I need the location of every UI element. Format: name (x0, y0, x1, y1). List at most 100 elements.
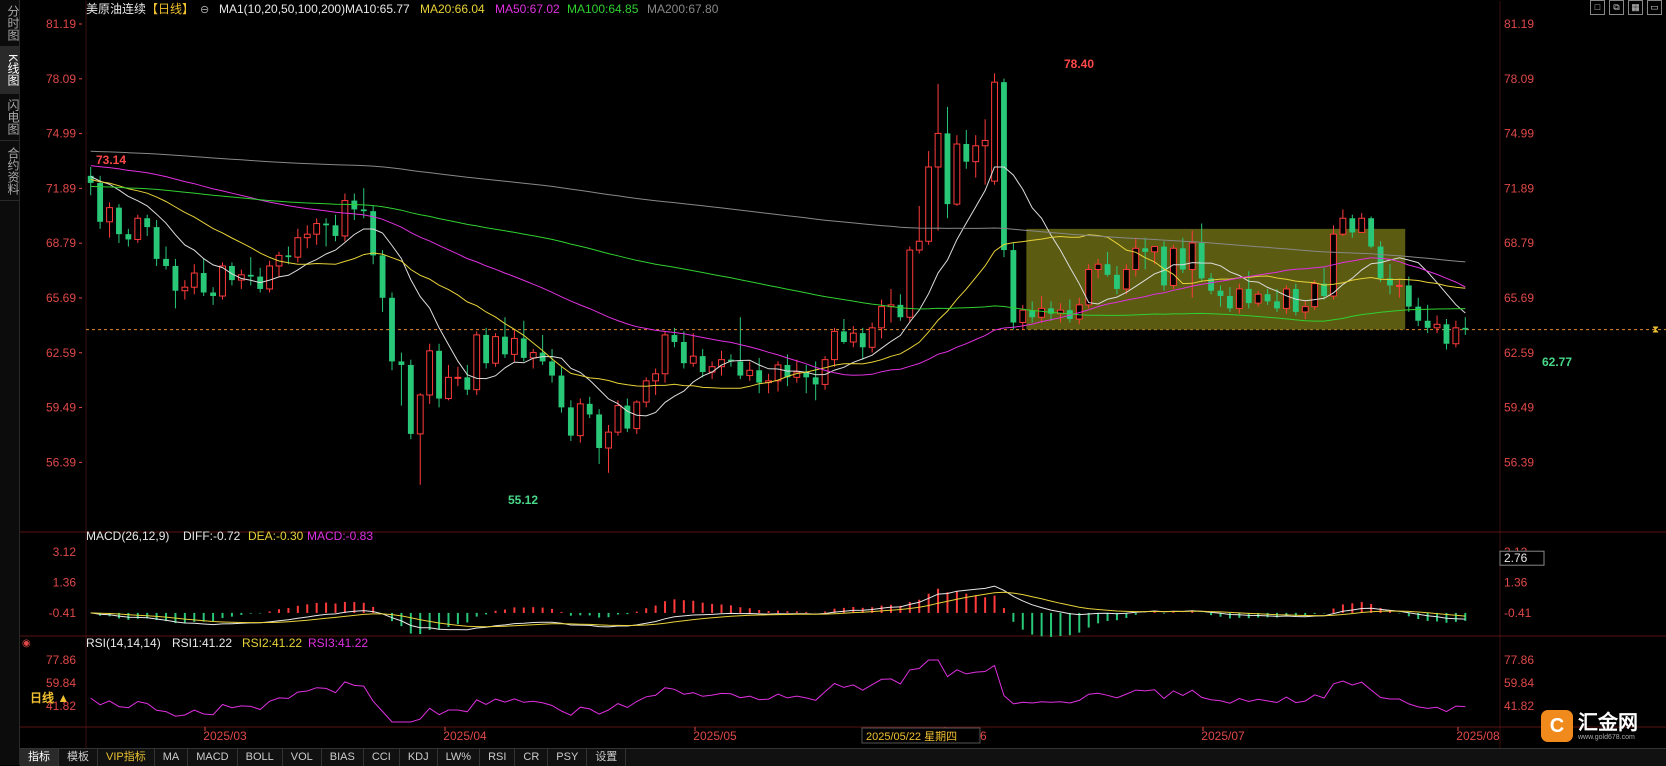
macd-axis-label-left: -0.41 (49, 606, 77, 620)
bottom-tab-12[interactable]: CR (515, 749, 549, 766)
bottom-tab-6[interactable]: VOL (283, 749, 322, 766)
bottom-tab-7[interactable]: BIAS (322, 749, 364, 766)
rsi-settings-icon[interactable]: ◉ (22, 638, 31, 649)
candle-body (1235, 288, 1243, 309)
side-tab-3[interactable]: 合约资料 (0, 141, 20, 201)
candle-body (294, 237, 302, 258)
candle-body (190, 272, 198, 288)
symbol-title: 美原油连续 (86, 1, 146, 16)
candle-body (680, 341, 687, 364)
price-axis-label-right: 71.89 (1504, 181, 1534, 195)
candle-body (728, 359, 734, 362)
candle-body (323, 223, 330, 226)
candle-body (1433, 323, 1441, 329)
candle-body (144, 218, 151, 228)
candle-body (436, 350, 442, 399)
candle-body (1415, 306, 1422, 321)
price-axis-label-left: 81.19 (46, 17, 76, 31)
candle-body (1254, 293, 1262, 304)
candle-body (1122, 269, 1130, 290)
candle-body (671, 334, 678, 342)
bottom-tab-0[interactable]: 指标 (20, 749, 59, 766)
axes: 81.19 81.19 78.09 78.09 74.99 74.99 71.89 71.89… (46, 17, 1659, 743)
lock-icon: ⊖ (200, 4, 209, 16)
bottom-tab-11[interactable]: RSI (480, 749, 516, 766)
rsi-axis-label-right: 41.82 (1504, 699, 1534, 713)
candle-body (1321, 283, 1327, 297)
candle-body (1462, 327, 1469, 330)
candle-body (596, 414, 603, 449)
candle-body (576, 403, 584, 437)
bottom-tab-14[interactable]: 设置 (587, 749, 627, 766)
period-label: 【日线】 (146, 2, 194, 16)
candle-body (1274, 301, 1280, 309)
candle-body (153, 227, 160, 259)
candle-body (125, 234, 132, 240)
candle-body (756, 370, 763, 383)
price-axis-label-left: 71.89 (46, 181, 76, 195)
candle-body (247, 274, 254, 277)
candle-body (1301, 306, 1309, 313)
bottom-tab-1[interactable]: 模板 (59, 749, 98, 766)
candle-body (1151, 246, 1159, 253)
candle-body (624, 405, 631, 429)
price-axis-label-right: 81.19 (1504, 17, 1534, 31)
candle-body (1226, 296, 1233, 309)
maximize-icon[interactable]: □ (1590, 0, 1605, 15)
bottom-tab-8[interactable]: CCI (364, 749, 400, 766)
candle-body (991, 81, 998, 182)
candles (87, 73, 1469, 485)
macd-dea: DEA:-0.30 (248, 529, 304, 543)
price-axis-label-right: 56.39 (1504, 455, 1534, 469)
candle-body (1282, 288, 1290, 309)
rsi1-value: RSI1:41.22 (172, 636, 232, 650)
candle-body (483, 334, 490, 364)
bottom-tab-9[interactable]: KDJ (400, 749, 438, 766)
bottom-tab-4[interactable]: MACD (188, 749, 238, 766)
price-axis-label-right: 74.99 (1504, 127, 1534, 141)
candle-body (1452, 327, 1460, 345)
candle-body (200, 273, 207, 293)
candle-body (210, 292, 217, 297)
period-selector-button[interactable]: 日线 ▲ (30, 691, 70, 705)
candle-body (473, 334, 481, 391)
rsi-axis-label-right: 59.84 (1504, 676, 1534, 690)
candle-body (878, 306, 885, 329)
bottom-tab-10[interactable]: LW% (438, 749, 481, 766)
tile-icon[interactable]: ⧉ (1609, 0, 1624, 15)
bottom-tab-13[interactable]: PSY (548, 749, 588, 766)
candle-body (859, 333, 866, 348)
kline-chart[interactable]: 81.19 81.19 78.09 78.09 74.99 74.99 71.89 71.89… (20, 0, 1666, 748)
candle-body (934, 132, 942, 168)
gold678-logo: C 汇金网 www.gold678.com (1541, 708, 1661, 744)
side-tab-2[interactable]: 闪电图 (0, 94, 20, 141)
macd-value: MACD:-0.83 (307, 529, 373, 543)
price-axis-label-left: 74.99 (46, 127, 76, 141)
grid-icon[interactable]: ▦ (1628, 0, 1643, 15)
price-axis-label-right: 62.59 (1504, 346, 1534, 360)
candle-body (868, 327, 876, 348)
candle-body (746, 369, 754, 377)
side-tab-0[interactable]: 分时图 (0, 0, 20, 47)
bottom-tab-3[interactable]: MA (155, 749, 189, 766)
candle-body (303, 233, 311, 239)
bottom-tab-2[interactable]: VIP指标 (98, 749, 155, 766)
ma200-value: MA200:67.80 (647, 2, 719, 16)
date-axis-label: 2025/08 (1456, 729, 1500, 743)
macd-current-box (1499, 550, 1545, 566)
crosshair-date-box (861, 727, 981, 744)
candle-body (379, 255, 386, 298)
candle-body (605, 431, 612, 449)
ma20-value: MA20:66.04 (420, 2, 485, 16)
bottom-tab-5[interactable]: BOLL (238, 749, 283, 766)
side-tab-1[interactable]: K线图 (0, 47, 20, 94)
candle-body (1339, 217, 1347, 235)
restore-icon[interactable]: ▭ (1647, 0, 1662, 15)
ma10-value: MA10:65.77 (345, 2, 410, 16)
candle-body (332, 225, 339, 236)
candle-body (906, 249, 914, 318)
candle-body (1217, 290, 1224, 297)
price-axis-label-right: 65.69 (1504, 291, 1534, 305)
logo-icon: C (1541, 710, 1573, 742)
ma50-value: MA50:67.02 (495, 2, 560, 16)
